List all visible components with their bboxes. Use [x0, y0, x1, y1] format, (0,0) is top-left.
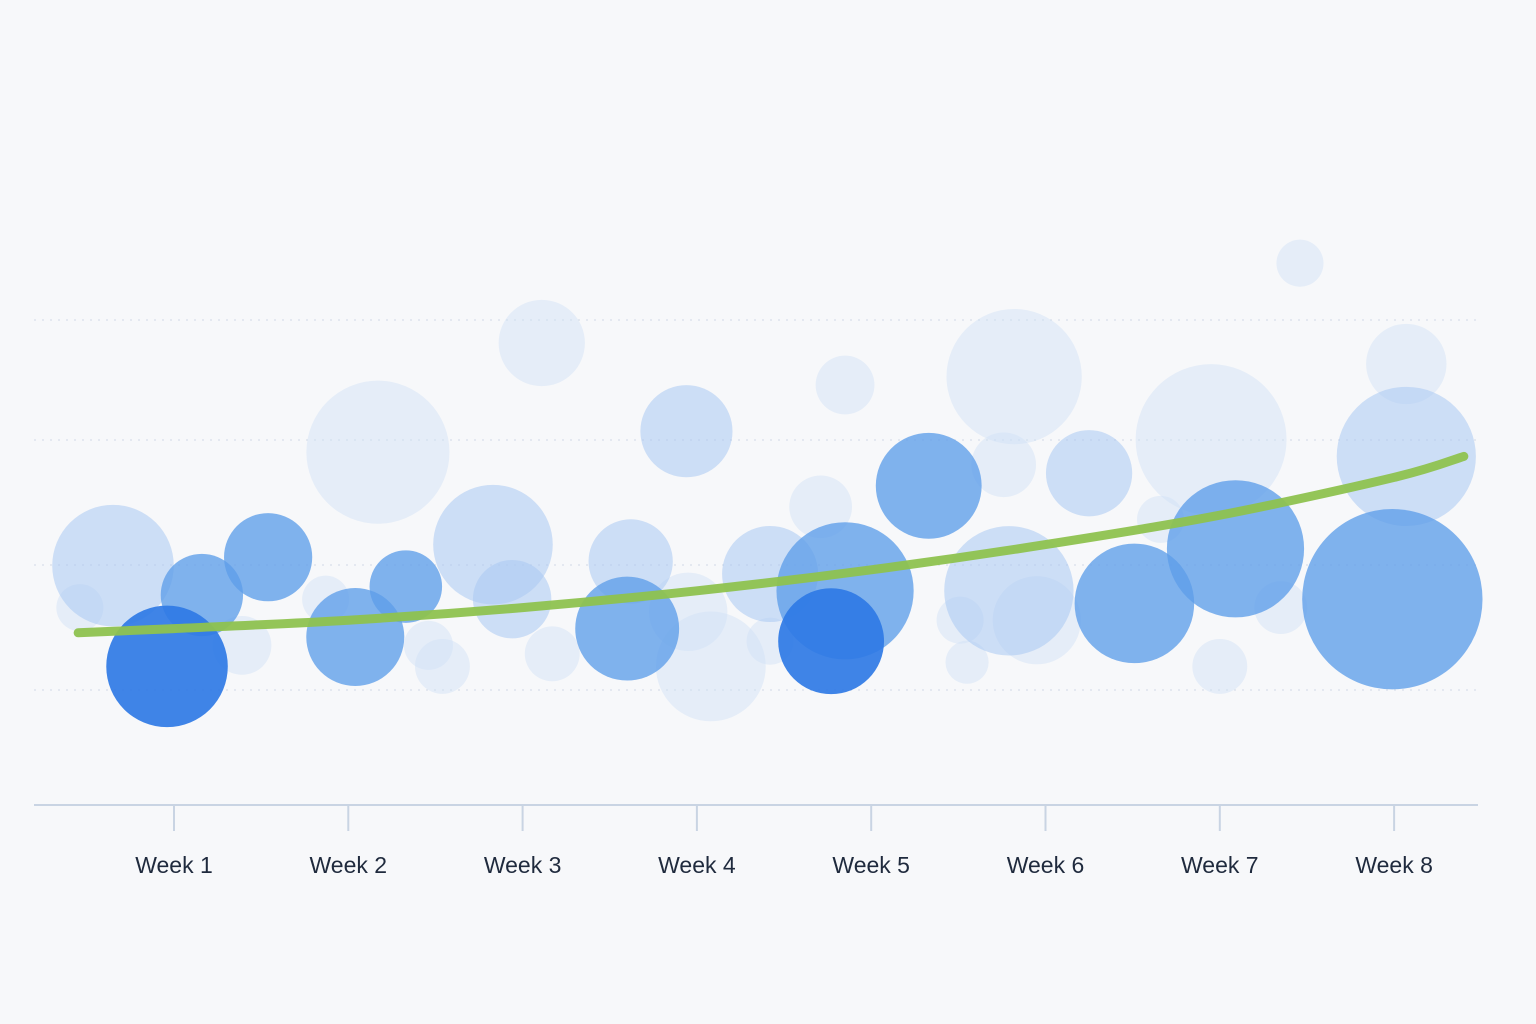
bubble-point-26 [778, 588, 885, 695]
x-tick-label-5: Week 5 [832, 852, 910, 878]
x-tick-label-3: Week 3 [484, 852, 562, 878]
bubble-point-6 [106, 605, 228, 728]
bubble-point-11 [403, 620, 453, 670]
trend-line-group [73, 451, 1469, 638]
bubble-point-33 [946, 308, 1082, 445]
bubble-point-24 [789, 475, 853, 539]
bubble-point-16 [524, 626, 580, 682]
bubble-series [52, 239, 1483, 728]
bubble-point-36 [1074, 543, 1195, 664]
x-tick-label-2: Week 2 [310, 852, 388, 878]
bubble-point-15 [498, 299, 585, 387]
bubble-point-35 [1045, 430, 1133, 517]
bubble-point-10 [306, 588, 405, 686]
bubble-point-14 [472, 560, 552, 639]
bubble-point-21 [655, 611, 766, 722]
x-tick-label-8: Week 8 [1355, 852, 1433, 878]
bubble-point-12 [414, 638, 470, 694]
bubble-point-42 [1276, 239, 1324, 287]
bubble-point-8 [306, 380, 450, 524]
bubble-point-32 [945, 640, 989, 684]
bubble-point-43 [1366, 323, 1447, 405]
trend-line [73, 451, 1469, 638]
x-axis: Week 1 Week 2 Week 3 Week 4 Week 5 Week 6 Week… [34, 804, 1478, 878]
bubble-point-28 [875, 432, 982, 539]
bubble-point-27 [815, 355, 875, 415]
x-tick-label-4: Week 4 [658, 852, 736, 878]
bubble-point-44 [1336, 386, 1476, 526]
bubble-point-1 [52, 504, 174, 627]
x-tick-label-7: Week 7 [1181, 852, 1259, 878]
bubble-point-45 [1302, 509, 1483, 690]
x-tick-label-6: Week 6 [1007, 852, 1085, 878]
bubble-point-20 [640, 385, 733, 478]
bubble-point-38 [1135, 364, 1287, 516]
bubble-point-5 [224, 513, 313, 602]
x-tick-label-1: Week 1 [135, 852, 213, 878]
bubble-point-29 [971, 432, 1037, 498]
bubble-point-40 [1192, 638, 1248, 694]
